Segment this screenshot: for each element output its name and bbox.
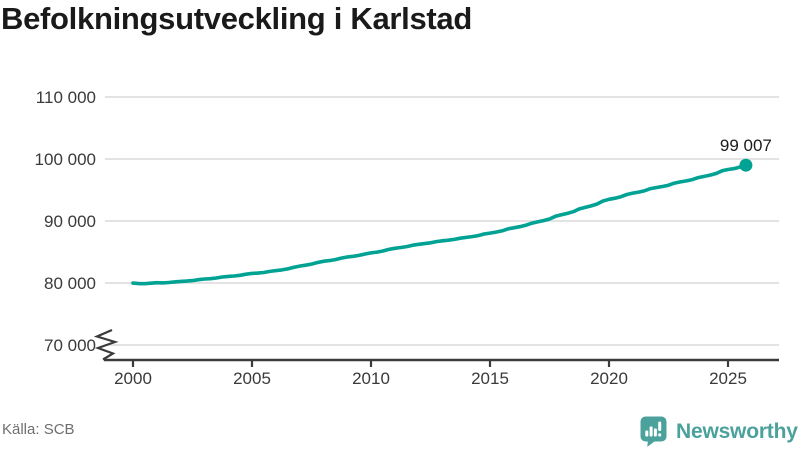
logo-bars	[645, 421, 662, 437]
logo-bubble-shape	[640, 416, 667, 447]
axis-break-icon	[93, 328, 119, 361]
y-tick-label: 80 000	[44, 274, 96, 293]
x-tick-label: 2000	[114, 369, 152, 388]
end-point-dot	[739, 158, 753, 172]
y-tick-label: 70 000	[44, 336, 96, 355]
x-tick-label: 2010	[352, 369, 390, 388]
x-axis-ticks: 2000 2005 2010 2015 2020 2025	[114, 360, 747, 388]
population-line	[131, 163, 748, 286]
end-value-label: 99 007	[720, 136, 772, 155]
newsworthy-wordmark: Newsworthy	[676, 419, 798, 443]
y-tick-label: 110 000	[36, 88, 96, 107]
source-caption: Källa: SCB	[2, 421, 75, 438]
y-tick-label: 90 000	[44, 212, 96, 231]
bar-chart-bubble-icon	[640, 416, 667, 447]
chart-title: Befolkningsutveckling i Karlstad	[1, 1, 473, 36]
x-tick-label: 2015	[471, 369, 509, 388]
y-tick-label: 100 000	[35, 150, 96, 169]
x-tick-label: 2020	[590, 369, 628, 388]
newsworthy-logo: Newsworthy	[640, 416, 798, 447]
y-gridlines	[105, 96, 779, 346]
x-tick-label: 2005	[233, 369, 271, 388]
y-axis-labels: 110 000 100 000 90 000 80 000 70 000	[35, 88, 96, 355]
x-tick-label: 2025	[709, 369, 747, 388]
